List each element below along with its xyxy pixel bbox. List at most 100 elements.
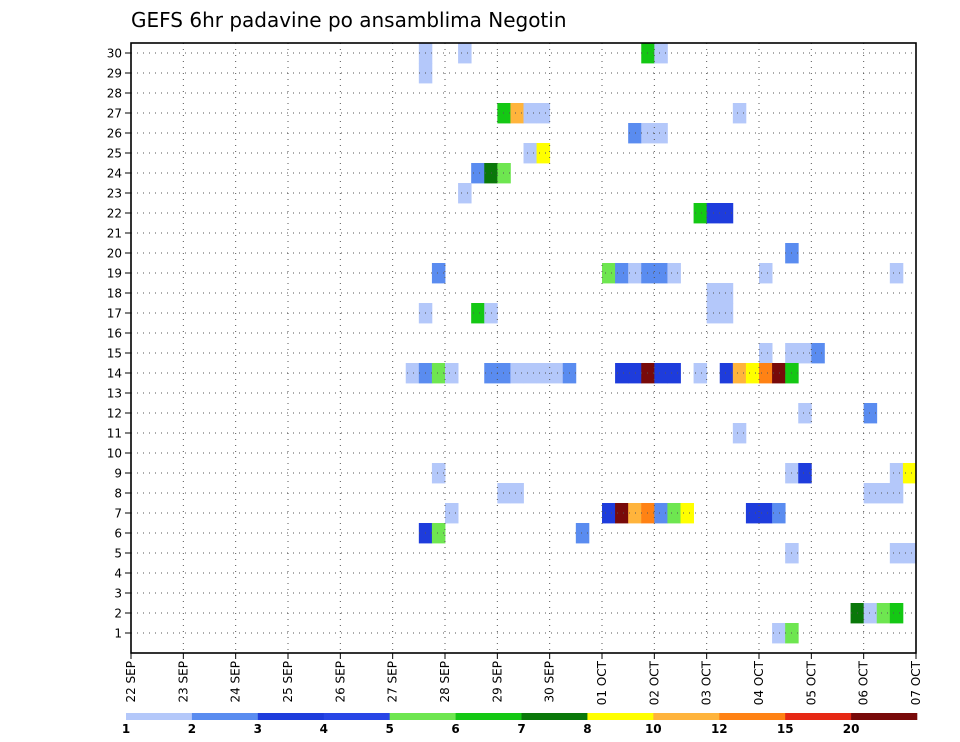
heatmap-cell	[732, 103, 747, 124]
x-tick-label: 30 SEP	[543, 661, 557, 703]
colorbar-swatch	[587, 713, 654, 720]
colorbar-level-label: 3	[254, 722, 262, 736]
heatmap-cell	[628, 263, 642, 284]
x-tick-label: 07 OCT	[909, 660, 923, 705]
y-tick-label: 24	[107, 167, 122, 181]
heatmap-cell	[719, 203, 734, 224]
y-tick-label: 15	[107, 347, 122, 361]
x-tick-label: 25 SEP	[281, 661, 295, 703]
heatmap-cell	[876, 483, 891, 504]
x-tick-label: 29 SEP	[490, 661, 504, 703]
colorbar-swatch	[323, 713, 390, 720]
colorbar-level-label: 12	[711, 722, 728, 736]
colorbar-level-label: 10	[645, 722, 662, 736]
y-tick-label: 1	[114, 627, 122, 641]
heatmap-cell	[405, 363, 420, 384]
colorbar-level-label: 1	[122, 722, 130, 736]
heatmap-cell	[732, 363, 747, 384]
heatmap-cell	[889, 483, 904, 504]
plot-frame	[130, 42, 917, 654]
y-tick-label: 3	[114, 587, 122, 601]
x-tick-label: 27 SEP	[386, 661, 400, 703]
heatmap-cell	[654, 503, 668, 524]
x-tick-label: 28 SEP	[438, 661, 452, 703]
heatmap-cell	[745, 503, 760, 524]
heatmap-cell	[902, 543, 917, 564]
y-tick-label: 12	[107, 407, 122, 421]
heatmap-cell	[863, 483, 878, 504]
heatmap-cell	[732, 423, 747, 444]
colorbar-swatch	[257, 713, 325, 720]
colorbar-swatch	[785, 713, 852, 720]
heatmap-cell	[654, 43, 668, 64]
x-tick-label: 26 SEP	[333, 661, 347, 703]
heatmap-cell	[680, 503, 694, 524]
heatmap-cell	[654, 123, 668, 144]
heatmap-cell	[536, 363, 551, 384]
x-tick-label: 05 OCT	[804, 660, 818, 705]
heatmap-cell	[889, 603, 904, 624]
heatmap-cell	[458, 43, 472, 64]
heatmap-cell	[549, 363, 564, 384]
heatmap-cell	[523, 103, 537, 124]
heatmap-cell	[798, 463, 812, 484]
heatmap-cell	[628, 503, 642, 524]
y-tick-label: 27	[107, 107, 122, 121]
colorbar-legend: 1 2 3 4 5 6 7 8 10 12 15 20	[122, 713, 918, 736]
heatmap-cell	[497, 163, 511, 184]
heatmap-cell	[889, 463, 904, 484]
chart-title: GEFS 6hr padavine po ansamblima Negotin	[131, 8, 567, 32]
heatmap-cell	[602, 263, 616, 284]
colorbar-swatch	[653, 713, 720, 720]
y-tick-label: 25	[107, 147, 122, 161]
heatmap-cell	[602, 503, 616, 524]
heatmap-cell	[484, 363, 498, 384]
heatmap-cell	[445, 503, 459, 524]
heatmap-cell	[497, 483, 511, 504]
heatmap-cell	[798, 343, 812, 364]
x-tick-label: 01 OCT	[595, 660, 609, 705]
heatmap-cell	[615, 263, 629, 284]
heatmap-cell	[510, 103, 524, 124]
colorbar-swatch	[521, 713, 588, 720]
y-tick-label: 22	[107, 207, 122, 221]
colorbar-level-label: 8	[583, 722, 591, 736]
x-tick-label: 02 OCT	[647, 660, 661, 705]
heatmap-cell	[719, 283, 734, 304]
y-tick-label: 23	[107, 187, 122, 201]
heatmap-cell	[536, 143, 551, 164]
y-tick-label: 5	[114, 547, 122, 561]
colorbar-level-label: 2	[188, 722, 196, 736]
x-tick-label: 06 OCT	[857, 660, 871, 705]
y-tick-label: 10	[107, 447, 122, 461]
colorbar-level-label: 4	[320, 722, 328, 736]
heatmap-cell	[431, 263, 446, 284]
heatmap-cell	[575, 523, 590, 544]
heatmap-cell	[667, 503, 681, 524]
y-tick-label: 8	[114, 487, 122, 501]
y-tick-label: 18	[107, 287, 122, 301]
y-tick-label: 7	[114, 507, 122, 521]
colorbar-swatch	[455, 713, 522, 720]
y-tick-label: 21	[107, 227, 122, 241]
heatmap-cell	[876, 603, 891, 624]
y-tick-label: 26	[107, 127, 122, 141]
colorbar-level-label: 5	[386, 722, 394, 736]
colorbar-swatch	[126, 713, 193, 720]
grid-lines	[131, 43, 916, 653]
heatmap-cell	[523, 143, 537, 164]
heatmap-cell	[431, 363, 446, 384]
heatmap-cell	[628, 123, 642, 144]
y-tick-label: 6	[114, 527, 122, 541]
heatmap-cell	[615, 363, 629, 384]
heatmap-cell	[445, 363, 459, 384]
x-tick-label: 23 SEP	[176, 661, 190, 703]
heatmap-cell	[693, 363, 708, 384]
heatmap-cell	[484, 303, 498, 324]
heatmap-cell	[654, 263, 668, 284]
y-tick-label: 19	[107, 267, 122, 281]
x-tick-label: 22 SEP	[124, 661, 138, 703]
heatmap-cell	[772, 503, 786, 524]
heatmap-cell	[719, 363, 734, 384]
